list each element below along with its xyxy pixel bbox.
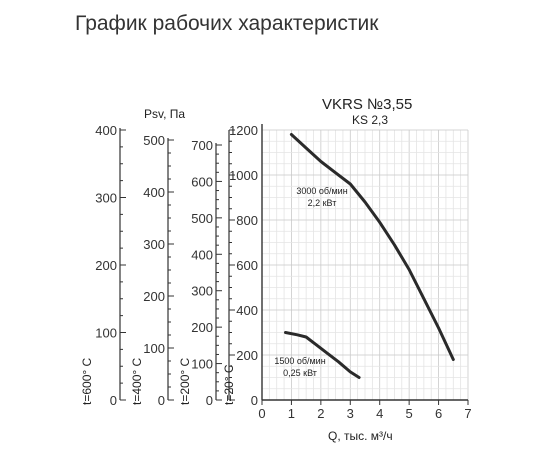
temperature-label: t=400° C: [130, 358, 144, 405]
series-annotation: 0,25 кВт: [283, 368, 317, 378]
series-line-1: [289, 133, 455, 361]
plot-area: 3000 об/мин 2,2 кВт 1500 об/мин 0,25 кВт: [274, 133, 455, 379]
y-tick-label: 200: [236, 348, 258, 363]
y-tick-label: 800: [236, 213, 258, 228]
secondary-tick-label: 200: [95, 258, 117, 273]
x-tick-label: 5: [406, 406, 413, 421]
secondary-tick-label: 300: [191, 284, 213, 299]
temperature-label: t=200° C: [178, 358, 192, 405]
secondary-tick-label: 500: [143, 133, 165, 148]
secondary-axis-title: Psv, Па: [144, 107, 185, 121]
page-title: График рабочих характеристик: [75, 12, 379, 35]
series-line-2: [284, 331, 361, 379]
chart-subtitle: KS 2,3: [352, 113, 388, 127]
secondary-tick-label: 500: [191, 211, 213, 226]
secondary-tick-label: 0: [110, 393, 117, 408]
x-tick-label: 4: [376, 406, 383, 421]
series-annotation: 1500 об/мин: [274, 356, 325, 366]
chart-title: VKRS №3,55: [322, 96, 412, 113]
chart-grid: [261, 129, 469, 401]
x-tick-label: 1: [288, 406, 295, 421]
secondary-tick-label: 100: [95, 326, 117, 341]
temperature-label: t=20° C: [222, 364, 236, 405]
secondary-tick-label: 0: [206, 393, 213, 408]
series-annotation: 2,2 кВт: [308, 198, 337, 208]
y-tick-label: 400: [236, 303, 258, 318]
secondary-tick-label: 300: [95, 191, 117, 206]
series-annotation: 3000 об/мин: [296, 186, 347, 196]
y-tick-label: 0: [251, 393, 258, 408]
y-tick-label: 1000: [229, 168, 258, 183]
x-tick-label: 7: [464, 406, 471, 421]
secondary-tick-label: 400: [143, 185, 165, 200]
x-axis-label: Q, тыс. м³/ч: [328, 429, 393, 443]
secondary-tick-label: 400: [191, 247, 213, 262]
main-axes: 0 1 2 3 4 5 6 7 0 200 400 600 800 1000 1200: [229, 123, 472, 421]
temperature-label: t=600° C: [80, 358, 94, 405]
secondary-tick-label: 700: [191, 138, 213, 153]
secondary-tick-label: 0: [158, 393, 165, 408]
secondary-tick-label: 600: [191, 174, 213, 189]
x-tick-label: 3: [347, 406, 354, 421]
secondary-tick-label: 300: [143, 237, 165, 252]
secondary-tick-label: 100: [143, 341, 165, 356]
secondary-tick-label: 200: [143, 289, 165, 304]
x-tick-label: 2: [317, 406, 324, 421]
y-tick-label: 600: [236, 258, 258, 273]
secondary-tick-label: 100: [191, 357, 213, 372]
secondary-axes: 0 100 200 300 400 t=600° C 0 100 200 300 400 500 t=4…: [80, 123, 236, 408]
secondary-tick-label: 400: [95, 123, 117, 138]
x-tick-label: 6: [435, 406, 442, 421]
secondary-tick-label: 200: [191, 320, 213, 335]
y-tick-label: 1200: [229, 123, 258, 138]
x-tick-label: 0: [258, 406, 265, 421]
